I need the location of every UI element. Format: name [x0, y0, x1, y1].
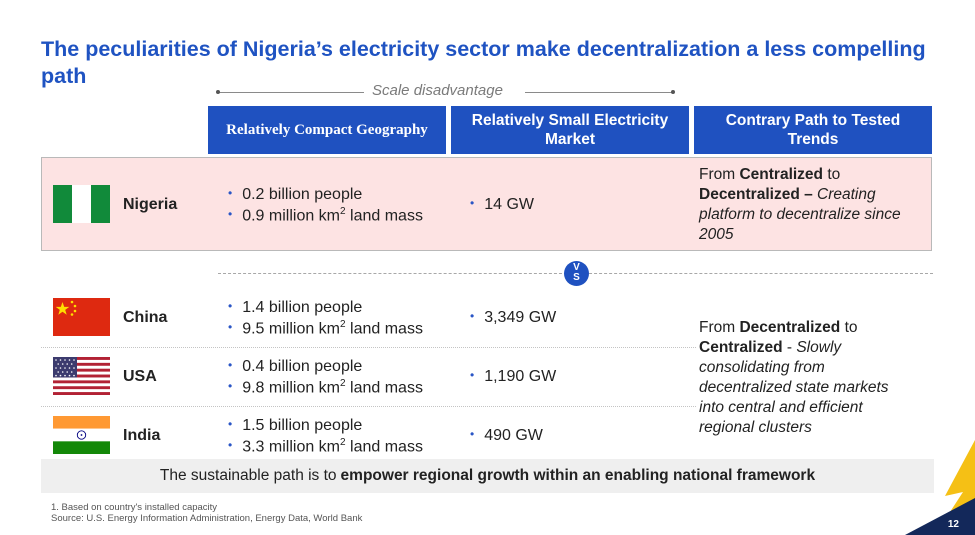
page-title: The peculiarities of Nigeria’s electrici…	[41, 37, 926, 88]
nigeria-name: Nigeria	[123, 196, 178, 213]
nigeria-capacity: • 14 GW	[470, 196, 534, 213]
nigeria-path-text: From Centralized to Decentralized – Crea…	[699, 166, 901, 243]
china-people: • 1.4 billion people	[228, 299, 363, 316]
nigeria-row	[41, 157, 932, 251]
usa-flag-icon	[53, 357, 110, 395]
header-market: Relatively Small Electricity Market	[451, 106, 689, 154]
usa-capacity: • 1,190 GW	[470, 368, 557, 385]
row-separator	[41, 406, 696, 407]
scale-dot-left	[216, 90, 220, 94]
india-flag-icon	[53, 416, 110, 454]
india-capacity: • 490 GW	[470, 427, 543, 444]
row-separator	[41, 347, 696, 348]
china-land: • 9.5 million km2 land mass	[228, 319, 423, 338]
india-land: • 3.3 million km2 land mass	[228, 437, 423, 456]
takeaway-banner: The sustainable path is to empower regio…	[41, 459, 934, 493]
others-path-text: From Decentralized to Centralized - Slow…	[699, 319, 889, 436]
corner-bolt-icon	[905, 440, 975, 535]
india-name: India	[123, 427, 161, 444]
scale-disadvantage-label: Scale disadvantage	[372, 82, 503, 99]
china-name: China	[123, 309, 168, 326]
scale-line-left	[218, 92, 364, 93]
header-geography: Relatively Compact Geography	[208, 106, 446, 154]
india-people: • 1.5 billion people	[228, 417, 363, 434]
source-note: Source: U.S. Energy Information Administ…	[51, 513, 363, 524]
usa-name: USA	[123, 368, 157, 385]
nigeria-flag-icon	[53, 185, 110, 223]
scale-line-right	[525, 92, 673, 93]
header-path: Contrary Path to Tested Trends	[694, 106, 932, 154]
usa-people: • 0.4 billion people	[228, 358, 363, 375]
china-capacity: • 3,349 GW	[470, 309, 557, 326]
nigeria-people: • 0.2 billion people	[228, 186, 363, 203]
usa-land: • 9.8 million km2 land mass	[228, 378, 423, 397]
page-number: 12	[947, 519, 959, 530]
footnote: 1. Based on country's installed capacity	[51, 502, 218, 513]
china-flag-icon	[53, 298, 110, 336]
nigeria-land: • 0.9 million km2 land mass	[228, 206, 423, 225]
scale-dot-right	[671, 90, 675, 94]
